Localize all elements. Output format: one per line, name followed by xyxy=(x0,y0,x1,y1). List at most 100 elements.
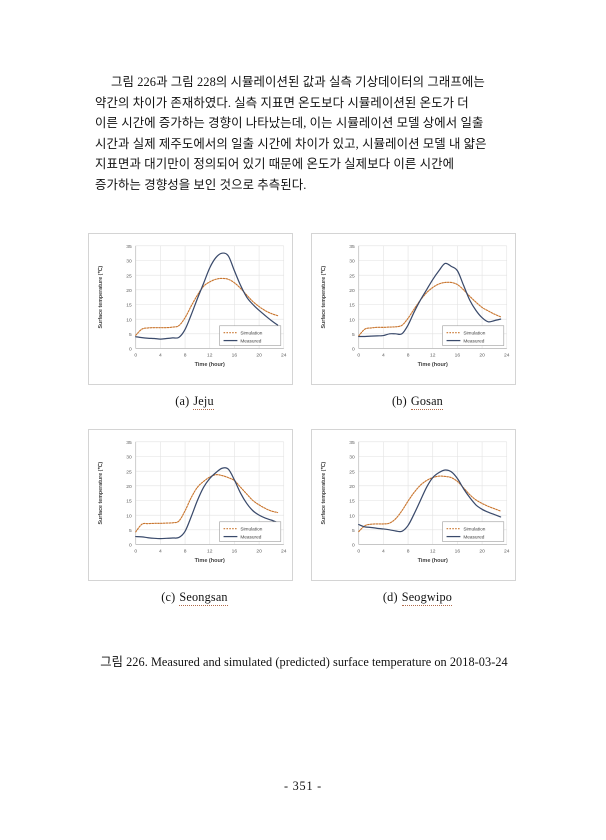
svg-text:Measured: Measured xyxy=(240,338,261,344)
subcaption-name: Seogwipo xyxy=(401,590,453,606)
svg-text:16: 16 xyxy=(455,548,461,554)
chart-gosan: 0 5 10 15 20 25 30 35 0 4 8 12 16 20 24 Time (hour) Surf… xyxy=(311,233,516,385)
svg-text:30: 30 xyxy=(126,259,132,265)
subcaption-label: (d) xyxy=(382,590,398,604)
svg-text:24: 24 xyxy=(504,352,510,358)
svg-text:16: 16 xyxy=(232,352,238,358)
svg-text:Measured: Measured xyxy=(463,338,484,344)
svg-text:4: 4 xyxy=(159,548,162,554)
paragraph-line: 시간과 실제 제주도에서의 일출 시간에 차이가 있고, 시뮬레이션 모델 내 … xyxy=(95,136,487,151)
svg-text:0: 0 xyxy=(357,352,360,358)
figure-cell-seongsan: 0 5 10 15 20 25 30 35 0 4 8 12 16 20 24 Time (hour) Surf… xyxy=(88,429,301,606)
figure-caption: 그림 226. Measured and simulated (predicte… xyxy=(100,655,508,669)
svg-text:5: 5 xyxy=(352,332,355,338)
svg-text:Measured: Measured xyxy=(240,534,261,540)
paragraph-line: 이른 시간에 증가하는 경향이 나타났는데, 이는 시뮬레이션 모델 상에서 일… xyxy=(95,116,484,130)
paragraph-line: 지표면과 대기만이 정의되어 있기 때문에 온도가 실제보다 이른 시간에 xyxy=(95,157,455,171)
svg-text:5: 5 xyxy=(129,528,132,534)
svg-text:4: 4 xyxy=(382,548,385,554)
svg-text:Simulation: Simulation xyxy=(463,331,485,337)
chart-gosan-svg: 0 5 10 15 20 25 30 35 0 4 8 12 16 20 24 Time (hour) Surf… xyxy=(320,244,510,368)
svg-text:Simulation: Simulation xyxy=(240,527,262,533)
subcaption-jeju: (a) Jeju xyxy=(88,394,301,410)
svg-text:0: 0 xyxy=(129,543,132,549)
figure-row-bottom: 0 5 10 15 20 25 30 35 0 4 8 12 16 20 24 Time (hour) Surf… xyxy=(88,429,524,606)
svg-text:24: 24 xyxy=(281,352,287,358)
chart-seogwipo-svg: 0 5 10 15 20 25 30 35 0 4 8 12 16 20 24 Time (hour) Surf… xyxy=(320,440,510,564)
svg-text:12: 12 xyxy=(207,352,213,358)
svg-text:10: 10 xyxy=(126,317,132,323)
subcaption-name: Gosan xyxy=(410,394,443,410)
chart-jeju: 0 5 10 15 20 25 30 35 0 4 8 12 16 20 24 Time (hour) Surf… xyxy=(88,233,293,385)
figure-cell-seogwipo: 0 5 10 15 20 25 30 35 0 4 8 12 16 20 24 Time (hour) Surf… xyxy=(311,429,524,606)
svg-text:20: 20 xyxy=(349,288,355,294)
svg-text:25: 25 xyxy=(126,273,132,279)
svg-text:25: 25 xyxy=(349,273,355,279)
svg-text:10: 10 xyxy=(126,513,132,519)
svg-text:16: 16 xyxy=(232,548,238,554)
figure-cell-gosan: 0 5 10 15 20 25 30 35 0 4 8 12 16 20 24 Time (hour) Surf… xyxy=(311,233,524,410)
svg-text:15: 15 xyxy=(349,303,355,309)
svg-text:Time (hour): Time (hour) xyxy=(195,558,225,564)
svg-text:15: 15 xyxy=(349,499,355,505)
svg-text:Time (hour): Time (hour) xyxy=(418,362,448,368)
svg-text:8: 8 xyxy=(184,352,187,358)
subcaption-seogwipo: (d) Seogwipo xyxy=(311,590,524,606)
subcaption-name: Seongsan xyxy=(179,590,228,606)
svg-text:35: 35 xyxy=(349,440,355,446)
svg-text:0: 0 xyxy=(134,548,137,554)
svg-text:Simulation: Simulation xyxy=(463,527,485,533)
svg-text:12: 12 xyxy=(430,352,436,358)
svg-text:35: 35 xyxy=(349,244,355,250)
chart-seongsan: 0 5 10 15 20 25 30 35 0 4 8 12 16 20 24 Time (hour) Surf… xyxy=(88,429,293,581)
svg-text:Measured: Measured xyxy=(463,534,484,540)
svg-text:5: 5 xyxy=(352,528,355,534)
paragraph-line: 증가하는 경향성을 보인 것으로 추측된다. xyxy=(95,177,307,192)
page-number: - 351 - xyxy=(283,779,323,793)
svg-text:0: 0 xyxy=(352,347,355,353)
svg-text:30: 30 xyxy=(349,259,355,265)
svg-text:24: 24 xyxy=(281,548,287,554)
svg-text:10: 10 xyxy=(349,317,355,323)
svg-text:15: 15 xyxy=(126,499,132,505)
svg-text:25: 25 xyxy=(126,469,132,475)
figure-grid: 0 5 10 15 20 25 30 35 0 4 8 12 16 20 24 Time (hour) Surf… xyxy=(88,233,524,606)
svg-text:20: 20 xyxy=(349,484,355,490)
svg-text:20: 20 xyxy=(479,352,485,358)
paragraph-line: 그림 226과 그림 228의 시뮬레이션된 값과 실측 기상데이터의 그래프에… xyxy=(111,75,485,89)
chart-seogwipo: 0 5 10 15 20 25 30 35 0 4 8 12 16 20 24 Time (hour) Surf… xyxy=(311,429,516,581)
svg-text:5: 5 xyxy=(129,332,132,338)
body-paragraph: 그림 226과 그림 228의 시뮬레이션된 값과 실측 기상데이터의 그래프에… xyxy=(95,72,513,195)
svg-text:16: 16 xyxy=(455,352,461,358)
svg-text:20: 20 xyxy=(256,352,262,358)
svg-text:20: 20 xyxy=(126,484,132,490)
svg-text:Simulation: Simulation xyxy=(240,331,262,337)
svg-text:0: 0 xyxy=(129,347,132,353)
svg-text:30: 30 xyxy=(349,455,355,461)
svg-text:8: 8 xyxy=(407,352,410,358)
paragraph-line: 약간의 차이가 존재하였다. 실측 지표면 온도보다 시뮬레이션된 온도가 더 xyxy=(95,95,469,110)
figure-row-top: 0 5 10 15 20 25 30 35 0 4 8 12 16 20 24 Time (hour) Surf… xyxy=(88,233,524,410)
svg-text:12: 12 xyxy=(207,548,213,554)
svg-text:4: 4 xyxy=(159,352,162,358)
chart-jeju-svg: 0 5 10 15 20 25 30 35 0 4 8 12 16 20 24 Time (hour) Surf… xyxy=(97,244,287,368)
subcaption-label: (c) xyxy=(161,590,176,604)
svg-text:12: 12 xyxy=(430,548,436,554)
svg-text:Surface temperature (℃): Surface temperature (℃) xyxy=(97,266,104,329)
svg-text:Surface temperature (℃): Surface temperature (℃) xyxy=(320,462,327,525)
svg-text:10: 10 xyxy=(349,513,355,519)
svg-text:Surface temperature (℃): Surface temperature (℃) xyxy=(320,266,327,329)
svg-text:0: 0 xyxy=(357,548,360,554)
svg-text:15: 15 xyxy=(126,303,132,309)
svg-text:30: 30 xyxy=(126,455,132,461)
svg-text:8: 8 xyxy=(407,548,410,554)
svg-text:20: 20 xyxy=(256,548,262,554)
chart-seongsan-svg: 0 5 10 15 20 25 30 35 0 4 8 12 16 20 24 Time (hour) Surf… xyxy=(97,440,287,564)
figure-cell-jeju: 0 5 10 15 20 25 30 35 0 4 8 12 16 20 24 Time (hour) Surf… xyxy=(88,233,301,410)
svg-text:Surface temperature (℃): Surface temperature (℃) xyxy=(97,462,104,525)
svg-text:20: 20 xyxy=(479,548,485,554)
svg-text:4: 4 xyxy=(382,352,385,358)
svg-text:Time (hour): Time (hour) xyxy=(195,362,225,368)
subcaption-label: (b) xyxy=(392,394,407,408)
svg-text:Time (hour): Time (hour) xyxy=(418,558,448,564)
